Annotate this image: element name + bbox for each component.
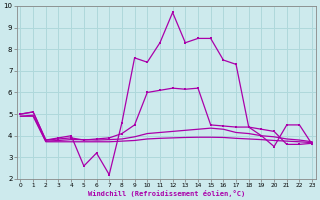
X-axis label: Windchill (Refroidissement éolien,°C): Windchill (Refroidissement éolien,°C) (88, 190, 245, 197)
